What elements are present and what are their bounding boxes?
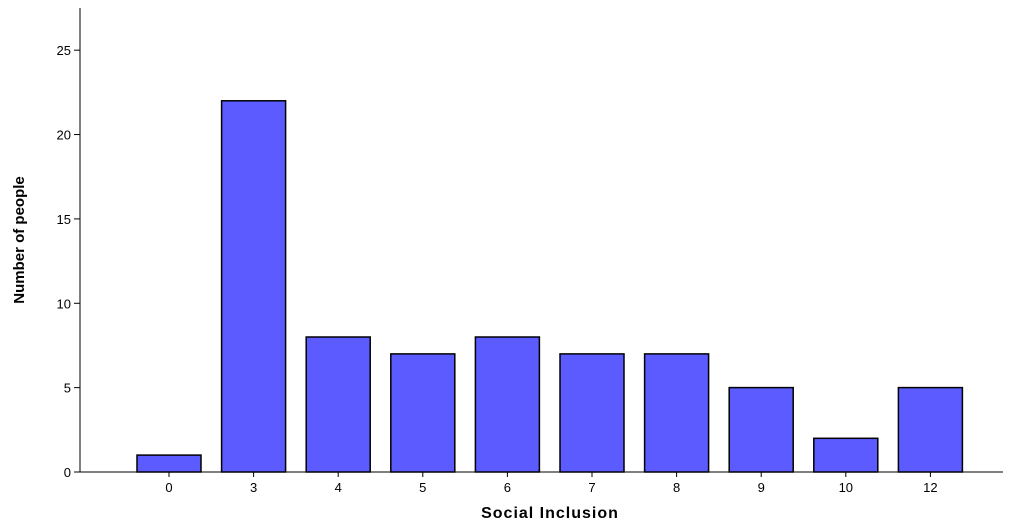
bar-9: [728, 386, 794, 473]
bar-10: [813, 437, 879, 473]
bar-0: [136, 454, 202, 473]
y-tick-label: 10: [57, 296, 71, 311]
bar-8: [643, 353, 710, 473]
y-tick-label: 0: [64, 465, 71, 480]
y-axis-title: Number of people: [11, 176, 28, 304]
bar-12: [897, 386, 964, 473]
x-tick-label: 10: [839, 480, 853, 495]
x-tick-label: 9: [758, 480, 765, 495]
y-tick-label: 5: [64, 381, 71, 396]
bar-4: [305, 336, 371, 473]
bar-7: [559, 353, 625, 473]
x-tick-label: 0: [165, 480, 172, 495]
x-tick-label: 3: [250, 480, 257, 495]
x-tick-label: 7: [588, 480, 595, 495]
x-tick-label: 6: [504, 480, 511, 495]
y-tick-label: 15: [57, 212, 71, 227]
x-axis-ticks: 0 3 4 5 6 7 8 9 10 12: [165, 472, 938, 495]
x-tick-label: 12: [923, 480, 937, 495]
bar-5: [390, 353, 456, 473]
x-tick-label: 8: [673, 480, 680, 495]
x-tick-label: 5: [419, 480, 426, 495]
y-axis-ticks: 0 5 10 15 20 25: [57, 43, 80, 480]
x-axis-title: Social Inclusion: [481, 505, 619, 522]
bar-6: [474, 336, 541, 473]
y-tick-label: 20: [57, 128, 71, 143]
x-tick-label: 4: [335, 480, 342, 495]
bars-layer: [136, 100, 964, 473]
bar-3: [220, 100, 287, 473]
y-tick-label: 25: [57, 43, 71, 58]
